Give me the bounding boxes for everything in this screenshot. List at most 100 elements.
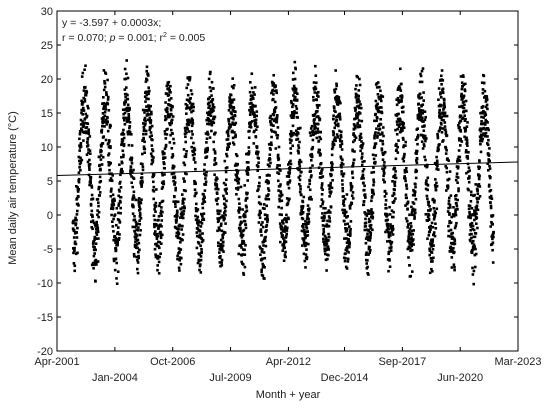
data-point xyxy=(307,185,310,189)
data-point xyxy=(193,148,197,152)
data-point xyxy=(437,87,441,90)
data-point xyxy=(259,211,262,215)
data-point xyxy=(368,245,371,249)
data-point xyxy=(137,254,140,258)
data-point xyxy=(209,111,212,114)
data-point xyxy=(126,97,130,101)
data-point xyxy=(413,217,416,220)
data-point xyxy=(232,98,236,101)
data-point xyxy=(153,222,156,226)
equation-text: y = -3.597 + 0.0003x; xyxy=(62,17,161,29)
data-point xyxy=(146,72,150,76)
data-point xyxy=(227,145,231,149)
data-point xyxy=(75,185,78,188)
data-point xyxy=(270,123,274,127)
data-point xyxy=(360,140,363,143)
data-point xyxy=(492,235,495,239)
data-point xyxy=(219,238,223,242)
data-point xyxy=(103,125,106,128)
data-point xyxy=(77,155,81,159)
data-point xyxy=(259,202,263,206)
data-point xyxy=(413,213,416,217)
data-point xyxy=(465,136,468,140)
data-point xyxy=(109,124,112,128)
data-point xyxy=(364,241,368,245)
data-point xyxy=(104,108,108,111)
data-point xyxy=(273,100,277,104)
data-point xyxy=(181,233,185,236)
data-point xyxy=(128,108,131,111)
data-point xyxy=(462,96,465,99)
data-point xyxy=(304,230,308,234)
data-point xyxy=(464,149,468,152)
data-point xyxy=(314,130,317,133)
data-point xyxy=(356,100,359,104)
data-point xyxy=(343,237,346,240)
data-point xyxy=(439,93,442,96)
data-point xyxy=(211,98,215,101)
data-point xyxy=(121,149,125,153)
data-point xyxy=(305,248,308,251)
data-point xyxy=(259,247,262,250)
data-point xyxy=(434,222,437,225)
data-point xyxy=(394,128,397,132)
data-point xyxy=(122,116,125,120)
data-point xyxy=(89,152,92,155)
data-point xyxy=(215,192,219,195)
data-point xyxy=(220,222,223,226)
data-point xyxy=(262,244,265,247)
data-point xyxy=(103,120,106,124)
data-point xyxy=(280,231,283,235)
data-point xyxy=(201,215,204,218)
data-point xyxy=(217,212,221,216)
data-point xyxy=(239,243,243,247)
data-point xyxy=(342,195,345,198)
data-point xyxy=(160,206,163,209)
data-point xyxy=(253,93,256,96)
data-point xyxy=(303,259,307,263)
data-point xyxy=(387,235,391,239)
data-point xyxy=(266,214,269,217)
data-point xyxy=(471,213,475,216)
data-point xyxy=(372,170,376,174)
data-point xyxy=(235,154,239,158)
data-point xyxy=(487,153,491,156)
data-point xyxy=(80,111,83,115)
data-point xyxy=(200,250,203,254)
data-point xyxy=(382,134,385,138)
data-point xyxy=(440,74,443,78)
data-point xyxy=(409,246,412,250)
data-point xyxy=(78,137,81,141)
data-point xyxy=(94,228,98,231)
data-point xyxy=(430,257,434,260)
data-point xyxy=(279,169,282,172)
data-point xyxy=(218,251,221,254)
data-point xyxy=(323,234,327,238)
data-point xyxy=(426,197,429,201)
data-point xyxy=(389,223,392,226)
data-point xyxy=(469,216,472,220)
y-tick-label: 0 xyxy=(47,210,53,222)
data-point xyxy=(442,139,445,142)
data-point xyxy=(491,214,495,217)
data-point xyxy=(254,118,258,122)
data-point xyxy=(442,108,445,111)
data-point xyxy=(442,119,445,122)
data-point xyxy=(175,227,179,230)
data-point xyxy=(109,146,112,150)
x-tick-label: Jan-2004 xyxy=(92,372,138,384)
data-point xyxy=(430,221,434,225)
data-point xyxy=(395,133,399,136)
data-point xyxy=(201,206,205,210)
data-point xyxy=(190,124,194,128)
data-point xyxy=(411,270,414,273)
data-point xyxy=(435,184,439,188)
data-point xyxy=(339,164,343,167)
data-point xyxy=(129,165,133,169)
data-point xyxy=(101,142,105,145)
data-point xyxy=(436,134,440,137)
data-point xyxy=(147,104,151,108)
data-point xyxy=(430,245,433,248)
data-point xyxy=(389,249,393,252)
data-point xyxy=(203,168,206,172)
